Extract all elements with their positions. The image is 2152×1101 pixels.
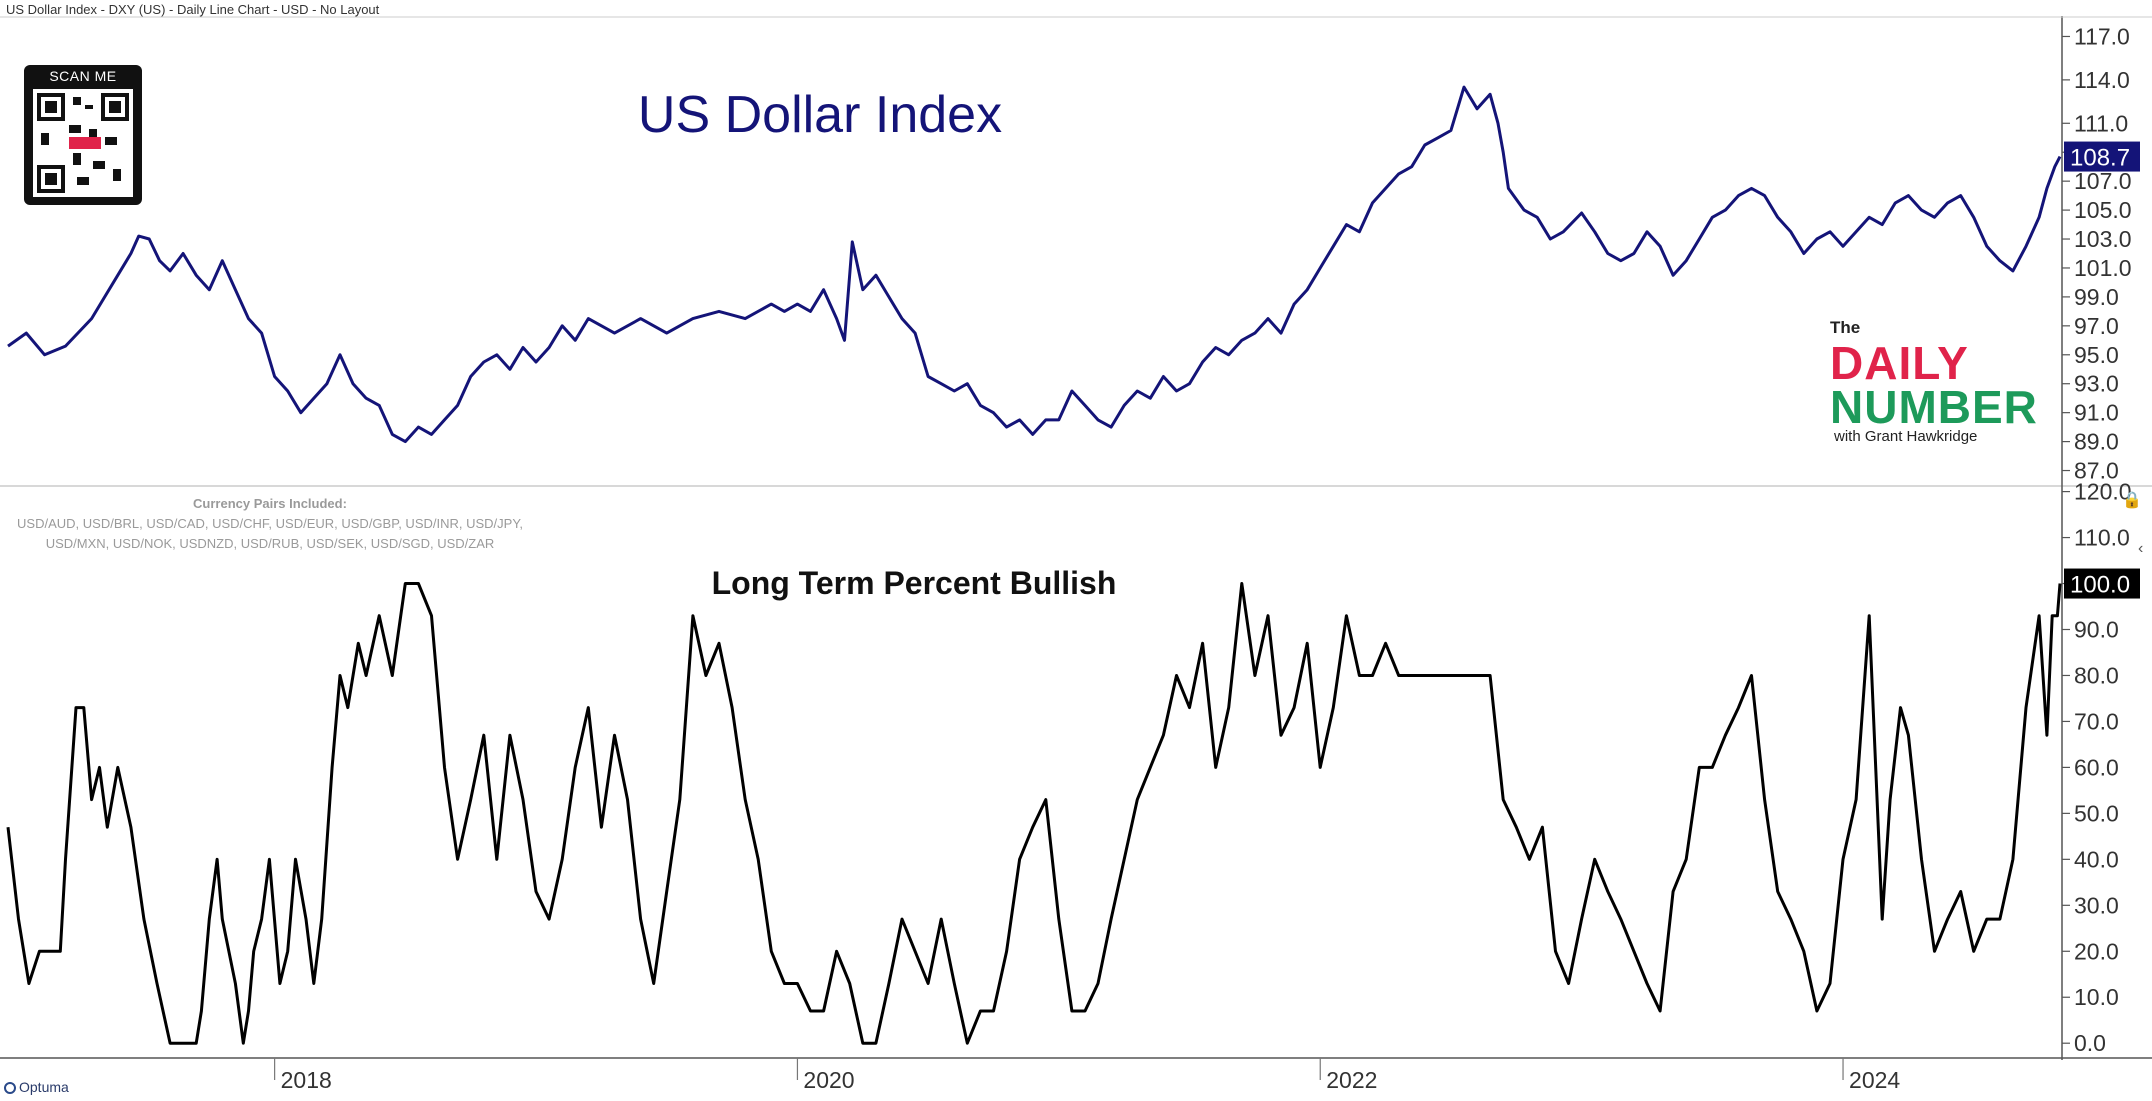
bullish-series-line <box>6 582 2062 1045</box>
currency-pairs-title: Currency Pairs Included: <box>193 496 347 511</box>
bullish-y-tick-label: 40.0 <box>2074 846 2119 872</box>
bullish-y-tick-label: 20.0 <box>2074 938 2119 964</box>
currency-pairs-note: Currency Pairs Included: USD/AUD, USD/BR… <box>10 494 530 554</box>
dxy-y-tick-label: 101.0 <box>2074 255 2132 281</box>
bullish-last-value-badge <box>2064 568 2140 599</box>
dxy-y-tick-label: 87.0 <box>2074 458 2119 484</box>
x-tick-label: 2024 <box>1849 1067 1900 1093</box>
dxy-y-tick-label: 91.0 <box>2074 400 2119 426</box>
x-tick-label: 2020 <box>803 1067 854 1093</box>
bullish-y-tick-label: 90.0 <box>2074 617 2119 643</box>
x-tick-label: 2018 <box>281 1067 332 1093</box>
collapse-chevron-icon[interactable]: ‹ <box>2138 540 2144 557</box>
bullish-y-tick-label: 80.0 <box>2074 662 2119 688</box>
bullish-last-value-label: 100.0 <box>2070 572 2130 599</box>
bullish-chart-title: Long Term Percent Bullish <box>712 565 1117 601</box>
logo-the: The <box>1830 318 1861 337</box>
x-tick-label: 2022 <box>1326 1067 1377 1093</box>
dxy-y-tick-label: 117.0 <box>2074 23 2130 49</box>
dxy-y-tick-label: 114.0 <box>2074 67 2130 93</box>
bullish-y-tick-label: 30.0 <box>2074 892 2119 918</box>
bullish-y-tick-label: 60.0 <box>2074 754 2119 780</box>
dxy-y-tick-label: 95.0 <box>2074 342 2119 368</box>
bullish-y-tick-label: 50.0 <box>2074 800 2119 826</box>
dxy-last-value-badge <box>2064 141 2140 172</box>
daily-number-logo: The DAILY NUMBER with Grant Hawkridge <box>1830 318 2070 448</box>
dxy-y-tick-label: 105.0 <box>2074 197 2132 223</box>
dxy-chart-title: US Dollar Index <box>638 86 1002 144</box>
optuma-brand: Optuma <box>4 1079 69 1095</box>
bullish-y-tick-label: 0.0 <box>2074 1030 2106 1056</box>
bullish-y-tick-label: 110.0 <box>2074 525 2130 551</box>
chart-header: US Dollar Index - DXY (US) - Daily Line … <box>6 2 380 17</box>
optuma-logo-icon <box>4 1082 16 1095</box>
optuma-label: Optuma <box>19 1079 69 1095</box>
logo-daily: DAILY <box>1830 337 1969 389</box>
dxy-y-tick-label: 111.0 <box>2074 110 2128 136</box>
dxy-y-tick-label: 93.0 <box>2074 371 2119 397</box>
dxy-series-line <box>7 85 2062 444</box>
currency-pairs-line1: USD/AUD, USD/BRL, USD/CAD, USD/CHF, USD/… <box>17 516 523 531</box>
qr-code-badge[interactable]: SCAN ME <box>24 65 142 205</box>
dxy-y-tick-label: 99.0 <box>2074 284 2119 310</box>
qr-code-icon <box>33 89 133 197</box>
bullish-y-tick-label: 70.0 <box>2074 708 2119 734</box>
lock-icon[interactable]: 🔒 <box>2122 492 2142 509</box>
bullish-y-tick-label: 10.0 <box>2074 984 2119 1010</box>
dxy-y-tick-label: 103.0 <box>2074 226 2132 252</box>
dxy-y-tick-label: 89.0 <box>2074 429 2119 455</box>
qr-label: SCAN ME <box>49 68 117 84</box>
bullish-y-tick-label: 120.0 <box>2074 479 2132 505</box>
logo-number: NUMBER <box>1830 381 2038 433</box>
dxy-last-value-label: 108.7 <box>2070 145 2130 172</box>
dxy-y-tick-label: 107.0 <box>2074 168 2132 194</box>
currency-pairs-line2: USD/MXN, USD/NOK, USDNZD, USD/RUB, USD/S… <box>45 536 495 551</box>
dxy-y-tick-label: 97.0 <box>2074 313 2119 339</box>
logo-with: with Grant Hawkridge <box>1834 428 1978 445</box>
